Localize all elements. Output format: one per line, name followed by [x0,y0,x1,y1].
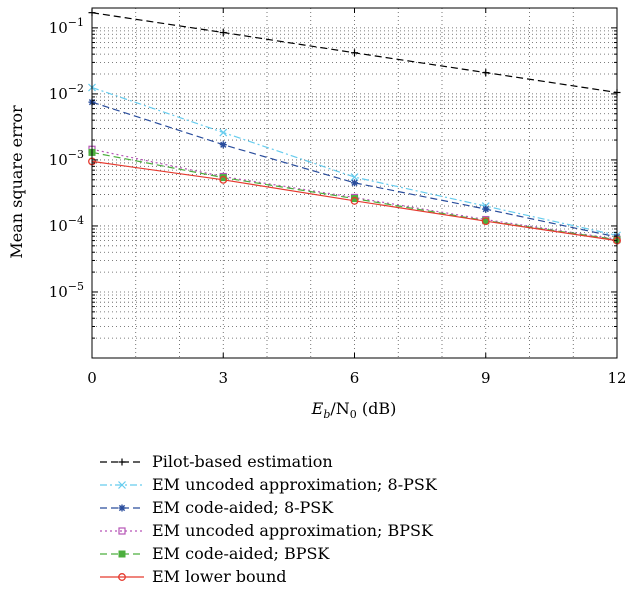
legend-entry: EM code-aided; BPSK [100,544,330,563]
data-point [220,129,227,136]
legend-label: EM lower bound [152,567,287,586]
legend-entry: EM uncoded approximation; BPSK [100,521,434,540]
legend: Pilot-based estimation EM uncoded approxi… [100,452,438,586]
legend-label: EM uncoded approximation; BPSK [152,521,434,540]
y-axis-label: Mean square error [7,105,26,259]
data-point [351,49,358,56]
legend-label: EM code-aided; BPSK [152,544,330,563]
data-point [220,29,227,36]
legend-label: EM code-aided; 8-PSK [152,498,334,517]
legend-label: EM uncoded approximation; 8-PSK [152,475,438,494]
x-tick-label: 6 [350,369,360,387]
data-point [482,69,489,76]
x-tick-label: 0 [87,369,97,387]
series-lines [92,13,617,241]
legend-entry: EM uncoded approximation; 8-PSK [100,475,438,494]
x-tick-label: 9 [481,369,491,387]
y-tick-label: 10−2 [49,82,84,103]
y-tick-label: 10−1 [49,16,84,37]
legend-entry: EM code-aided; 8-PSK [100,498,334,517]
data-point [482,206,489,213]
x-axis-label: Eb/N0 (dB) [311,399,397,421]
series-line-2 [92,88,617,236]
x-tick-label: 3 [218,369,228,387]
x-tick-label: 12 [607,369,625,387]
legend-entry: EM lower bound [100,567,287,586]
y-tick-labels: 10−1 10−2 10−3 10−4 10−5 [49,16,84,301]
data-point [220,141,227,148]
legend-marker [119,551,125,557]
y-tick-label: 10−4 [49,214,84,235]
legend-marker [119,505,126,512]
legend-entry: Pilot-based estimation [100,452,333,471]
x-tick-labels: 0 3 6 9 12 [87,369,625,387]
y-tick-label: 10−5 [49,280,84,301]
legend-marker [119,459,126,466]
data-point [351,179,358,186]
y-tick-label: 10−3 [49,148,84,169]
legend-label: Pilot-based estimation [152,452,333,471]
